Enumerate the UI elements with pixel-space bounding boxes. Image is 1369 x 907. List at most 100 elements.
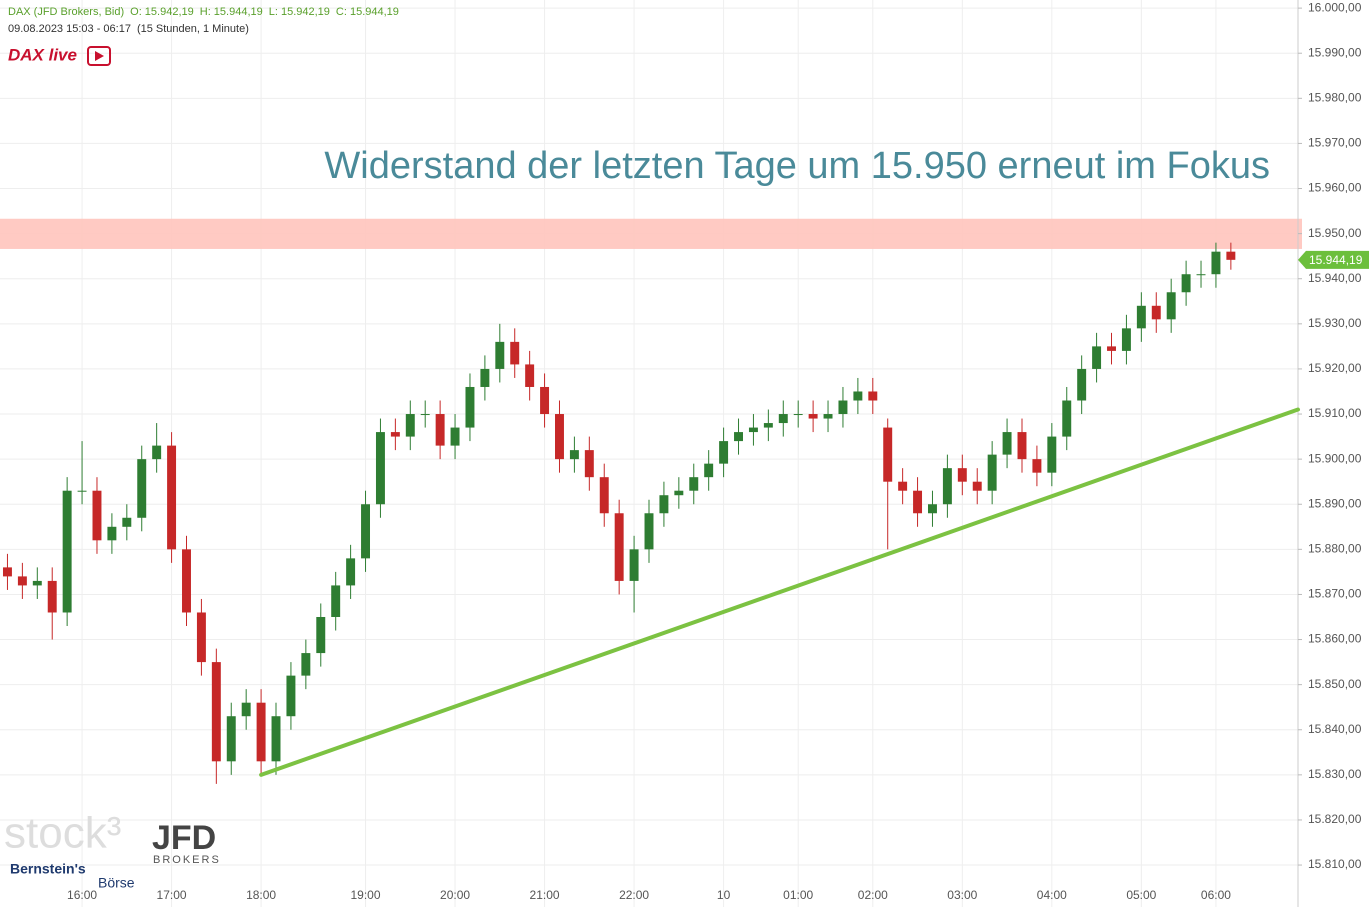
candle-body bbox=[167, 445, 177, 550]
y-tick-label: 15.830,00 bbox=[1308, 767, 1362, 781]
candle-body bbox=[1092, 346, 1102, 369]
candle-body bbox=[972, 481, 982, 491]
candle-body bbox=[1077, 368, 1087, 401]
candle-body bbox=[525, 364, 535, 387]
candle-body bbox=[480, 368, 490, 387]
candle-body bbox=[1226, 251, 1236, 260]
candle-body bbox=[77, 490, 87, 492]
candle-body bbox=[346, 558, 356, 586]
x-tick-label: 03:00 bbox=[947, 888, 977, 902]
header: DAX (JFD Brokers, Bid) O: 15.942,19 H: 15.… bbox=[8, 6, 405, 18]
last-price-tag bbox=[1298, 250, 1369, 269]
candle-body bbox=[152, 445, 162, 460]
symbol: DAX (JFD Brokers, Bid) bbox=[8, 6, 125, 18]
y-tick-label: 15.820,00 bbox=[1308, 812, 1362, 826]
candle-body bbox=[719, 441, 729, 464]
candle-body bbox=[1181, 274, 1191, 293]
candle-body bbox=[748, 427, 758, 433]
candle-body bbox=[256, 702, 266, 762]
candle-body bbox=[942, 468, 952, 505]
candle-body bbox=[1136, 305, 1146, 329]
candle-body bbox=[495, 341, 505, 369]
candle-body bbox=[957, 468, 967, 482]
candle-body bbox=[1062, 400, 1072, 437]
plot bbox=[2, 242, 1236, 784]
x-tick-label: 01:00 bbox=[783, 888, 813, 902]
candle-body bbox=[823, 414, 833, 419]
candle-body bbox=[510, 341, 520, 365]
candle-body bbox=[1017, 432, 1027, 460]
candle-body bbox=[555, 414, 564, 460]
logo: Börse bbox=[98, 875, 135, 891]
candle-body bbox=[793, 414, 803, 416]
y-tick-label: 16.000,00 bbox=[1308, 0, 1362, 14]
candle-body bbox=[644, 513, 654, 550]
y-tick-label: 15.980,00 bbox=[1308, 90, 1362, 104]
y-tick-label: 15.870,00 bbox=[1308, 587, 1362, 601]
candle-body bbox=[122, 517, 132, 527]
candle-body bbox=[689, 477, 699, 491]
candle-body bbox=[883, 427, 893, 482]
logo-icon bbox=[87, 46, 111, 66]
x-tick-label: 17:00 bbox=[157, 888, 187, 902]
candle-body bbox=[1196, 274, 1206, 276]
candle-body bbox=[898, 481, 908, 491]
candle-body bbox=[913, 490, 923, 514]
candle-body bbox=[927, 504, 937, 514]
logo: BROKERS bbox=[153, 854, 221, 866]
trendline bbox=[259, 407, 1300, 777]
y-tick-label: 15.860,00 bbox=[1308, 632, 1362, 646]
y-tick-label: 15.970,00 bbox=[1308, 136, 1362, 150]
y-tick-label: 15.910,00 bbox=[1308, 406, 1362, 420]
candle-body bbox=[301, 653, 311, 676]
ohlc: L: 15.942,19 bbox=[268, 6, 330, 18]
y-tick-label: 15.810,00 bbox=[1308, 857, 1362, 871]
candle-body bbox=[361, 504, 371, 559]
candle-body bbox=[584, 450, 594, 478]
candle-body bbox=[435, 414, 445, 446]
y-tick-label: 15.880,00 bbox=[1308, 542, 1362, 556]
candle-body bbox=[196, 612, 206, 663]
candle-body bbox=[92, 490, 102, 541]
candle-body bbox=[1166, 292, 1176, 320]
logo: Bernstein's bbox=[10, 861, 86, 877]
candle-body bbox=[778, 414, 788, 424]
candle-body bbox=[659, 495, 669, 514]
x-tick-label: 20:00 bbox=[440, 888, 470, 902]
candle-body bbox=[987, 454, 997, 491]
logo: DAX live bbox=[8, 45, 77, 64]
candle-body bbox=[271, 716, 281, 762]
candle-body bbox=[241, 702, 251, 717]
candle-body bbox=[316, 616, 326, 654]
candle-body bbox=[868, 391, 878, 401]
date-range: 09.08.2023 15:03 - 06:17 bbox=[8, 23, 131, 35]
candle-body bbox=[1032, 459, 1042, 473]
x-tick-label: 16:00 bbox=[67, 888, 97, 902]
x-tick-label: 22:00 bbox=[619, 888, 649, 902]
logo: stock³ bbox=[4, 809, 121, 858]
candle-body bbox=[569, 450, 579, 460]
candle-body bbox=[47, 580, 57, 613]
candle-body bbox=[182, 549, 191, 613]
header: 09.08.2023 15:03 - 06:17 (15 Stunden, 1 M… bbox=[8, 23, 255, 35]
y-tick-label: 15.990,00 bbox=[1308, 45, 1362, 59]
ohlc: O: 15.942,19 bbox=[130, 6, 194, 18]
candle-body bbox=[1211, 251, 1221, 275]
y-tick-label: 15.900,00 bbox=[1308, 451, 1362, 465]
candle-body bbox=[450, 427, 460, 446]
annotation: Widerstand der letzten Tage um 15.950 er… bbox=[324, 145, 1270, 187]
span: (15 Stunden, 1 Minute) bbox=[136, 23, 249, 35]
x-tick-label: 05:00 bbox=[1126, 888, 1156, 902]
y-tick-label: 15.940,00 bbox=[1308, 271, 1362, 285]
y-tick-label: 15.960,00 bbox=[1308, 181, 1362, 195]
candle-body bbox=[853, 391, 863, 401]
x-tick-label: 19:00 bbox=[351, 888, 381, 902]
y-tick-label: 15.920,00 bbox=[1308, 361, 1362, 375]
candle-body bbox=[1002, 432, 1012, 455]
candle-body bbox=[17, 576, 27, 586]
candle-body bbox=[375, 432, 385, 505]
candle-body bbox=[211, 662, 221, 762]
resistance-zone bbox=[0, 218, 1302, 249]
candle-body bbox=[808, 414, 818, 419]
